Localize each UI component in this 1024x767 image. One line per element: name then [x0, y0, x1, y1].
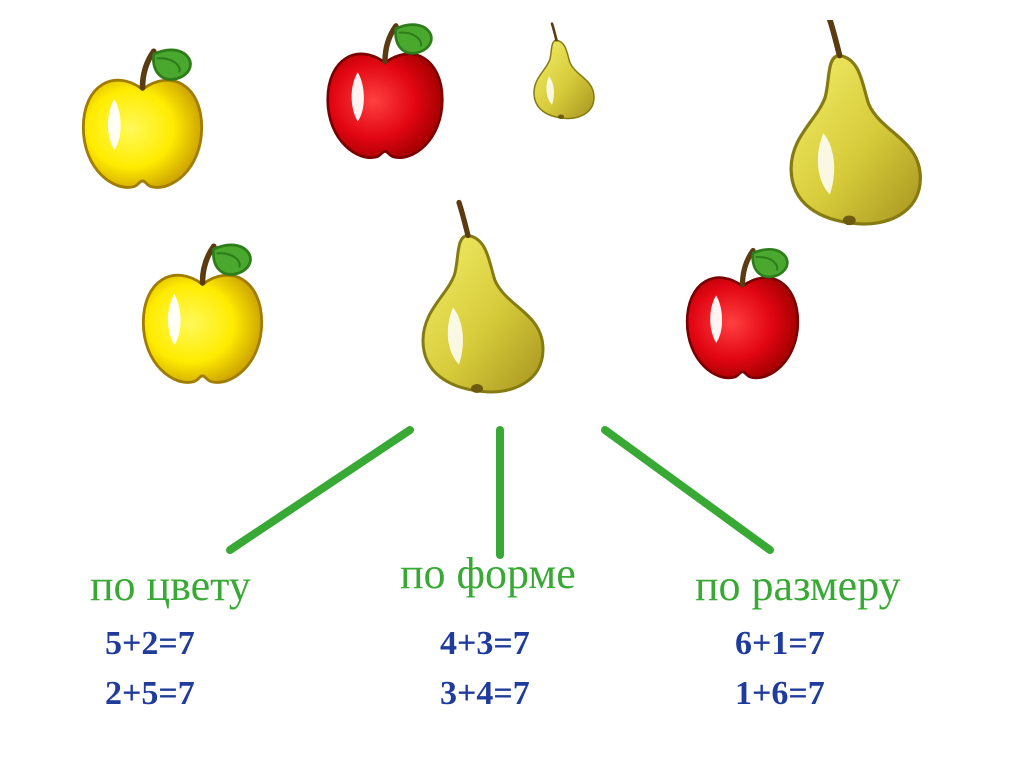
category-title-shape: по форме: [400, 548, 576, 599]
equation: 6+1=7: [735, 625, 825, 663]
equation: 4+3=7: [440, 625, 530, 663]
equation: 1+6=7: [735, 675, 825, 713]
slide-stage: { "background_color": "#ffffff", "canvas…: [0, 0, 1024, 767]
equation: 5+2=7: [105, 625, 195, 663]
equation: 2+5=7: [105, 675, 195, 713]
equation: 3+4=7: [440, 675, 530, 713]
category-title-size: по размеру: [695, 560, 901, 611]
category-title-color: по цвету: [90, 560, 251, 611]
